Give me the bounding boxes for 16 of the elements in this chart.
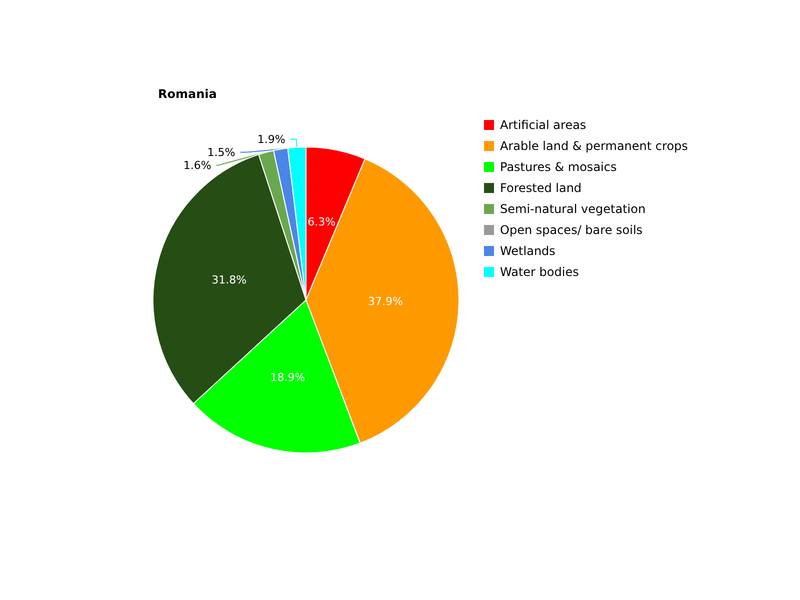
legend-label: Pastures & mosaics [500,160,617,174]
legend-label: Arable land & permanent crops [500,139,688,153]
legend-label: Forested land [500,181,582,195]
data-label: 37.9% [368,294,403,308]
data-label: 1.5% [207,146,236,159]
chart-title: Romania [158,87,217,101]
data-label: 1.9% [257,132,286,146]
data-label: 6.3% [308,216,336,229]
legend-label: Artificial areas [500,118,586,132]
data-label: 31.8% [212,273,247,286]
legend-label: Wetlands [500,244,556,258]
data-label: 18.9% [270,370,306,384]
legend-label: Water bodies [500,265,579,279]
data-label: 1.6% [183,158,212,172]
legend-label: Open spaces/ bare soils [500,223,643,237]
legend-label: Semi-natural vegetation [500,202,646,216]
